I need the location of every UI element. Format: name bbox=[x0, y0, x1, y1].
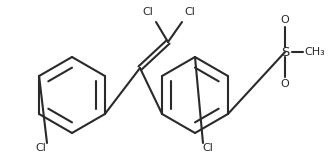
Text: Cl: Cl bbox=[203, 143, 214, 153]
Text: Cl: Cl bbox=[185, 7, 195, 17]
Text: O: O bbox=[281, 15, 289, 25]
Text: Cl: Cl bbox=[143, 7, 154, 17]
Text: Cl: Cl bbox=[35, 143, 46, 153]
Text: CH₃: CH₃ bbox=[305, 47, 325, 57]
Text: O: O bbox=[281, 79, 289, 89]
Text: S: S bbox=[281, 46, 289, 59]
